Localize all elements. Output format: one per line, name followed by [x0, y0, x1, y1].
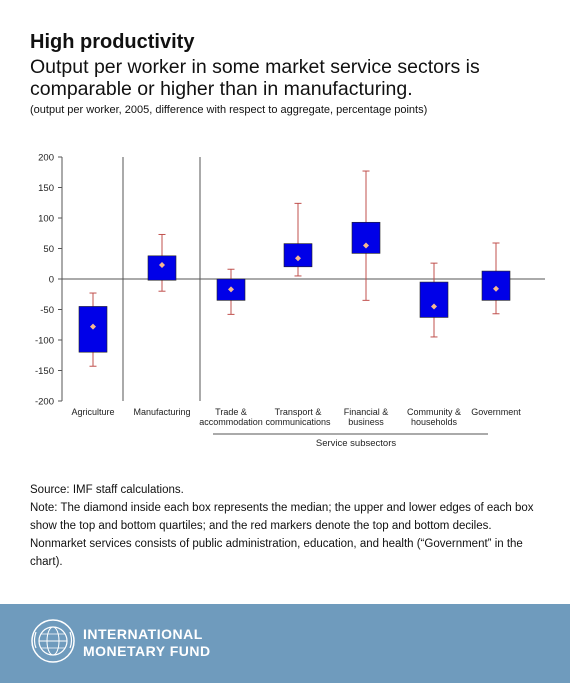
median-diamond [228, 286, 234, 293]
category-label: Transport & [275, 407, 322, 417]
y-tick-label: -100 [35, 336, 54, 347]
footnotes: Source: IMF staff calculations. Note: Th… [30, 481, 545, 571]
category-label: business [348, 417, 384, 427]
category-label: communications [265, 417, 331, 427]
chart-title: High productivity [30, 31, 195, 53]
category-label: Manufacturing [133, 407, 190, 417]
median-diamond [363, 242, 369, 249]
y-tick-label: 100 [38, 214, 54, 225]
organization-name: INTERNATIONAL MONETARY FUND [83, 626, 211, 660]
imf-seal-icon [31, 619, 75, 663]
group-label: Service subsectors [316, 438, 397, 449]
median-diamond [295, 255, 301, 262]
y-tick-label: 50 [43, 244, 54, 255]
category-label: Agriculture [71, 407, 114, 417]
median-diamond [90, 323, 96, 330]
box-plot-chart: 200 150 100 50 0 -50 -100 -150 -200 Agriculture Ma… [35, 153, 545, 449]
y-tick-label: 0 [49, 275, 54, 286]
chart-subtitle: Output per worker in some market service… [30, 56, 480, 100]
category-label: Trade & [215, 407, 247, 417]
median-diamond [159, 261, 165, 268]
median-diamond [431, 303, 437, 310]
y-tick-label: 200 [38, 153, 54, 164]
y-tick-label: -200 [35, 397, 54, 408]
category-label: Government [471, 407, 521, 417]
y-tick-label: 150 [38, 183, 54, 194]
quartile-box [481, 270, 511, 301]
y-tick-label: -50 [40, 305, 54, 316]
quartile-box [351, 221, 381, 254]
y-tick-label: -150 [35, 366, 54, 377]
category-label: accommodation [199, 417, 263, 427]
units-note: (output per worker, 2005, difference wit… [30, 104, 428, 116]
source-note: Source: IMF staff calculations. [30, 484, 184, 496]
category-label: Financial & [344, 407, 389, 417]
median-diamond [493, 285, 499, 292]
category-label: Community & [407, 407, 461, 417]
org-name-line1: INTERNATIONAL [83, 626, 203, 642]
quartile-box [419, 281, 449, 318]
imf-footer-banner: INTERNATIONAL MONETARY FUND [0, 604, 570, 683]
category-label: households [411, 417, 458, 427]
explanatory-note: Note: The diamond inside each box repres… [30, 502, 534, 568]
quartile-box [147, 255, 177, 281]
quartile-box [283, 243, 313, 268]
org-name-line2: MONETARY FUND [83, 643, 211, 659]
